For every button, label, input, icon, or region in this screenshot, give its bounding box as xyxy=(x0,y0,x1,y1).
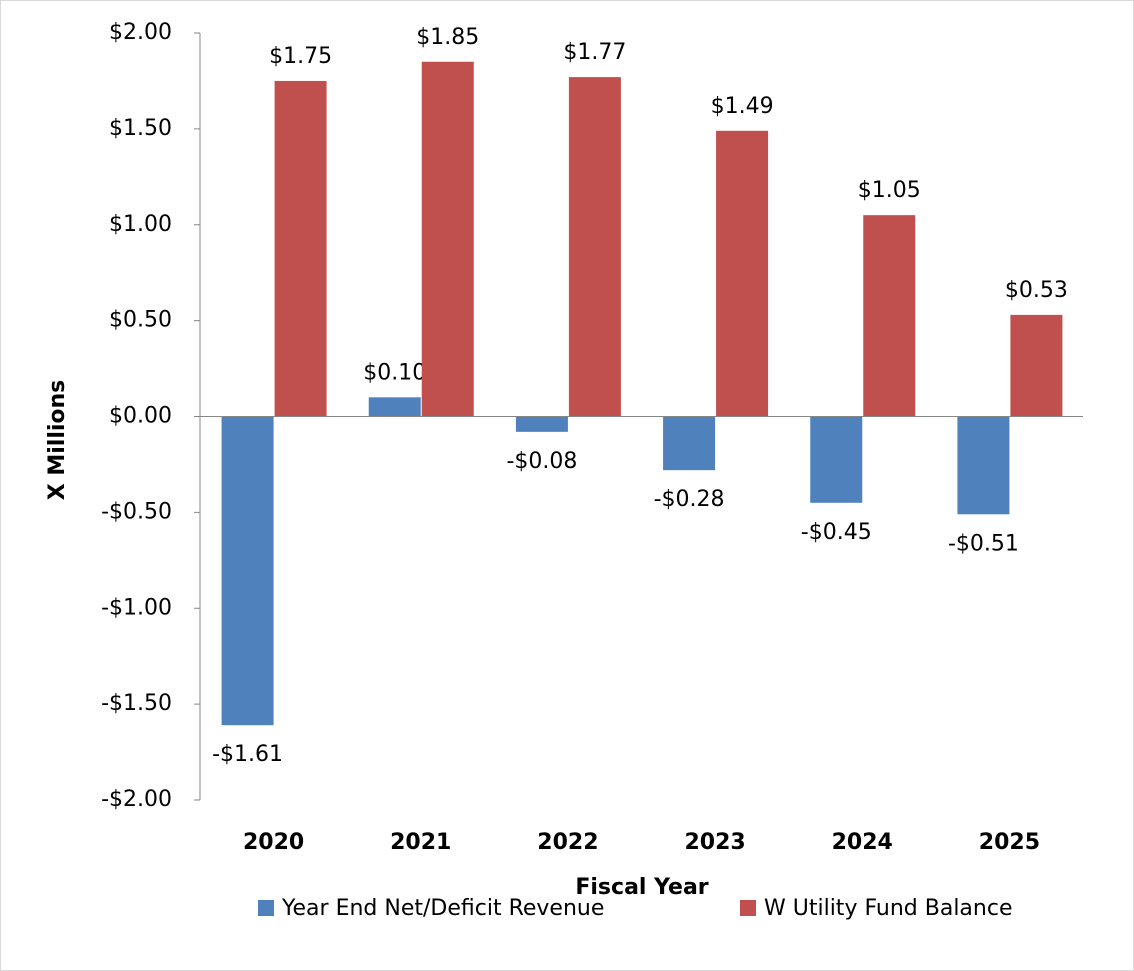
bar xyxy=(663,416,716,471)
bar xyxy=(810,416,863,503)
y-tick-label: -$0.50 xyxy=(101,499,172,524)
value-label: $0.53 xyxy=(1005,278,1068,303)
bar xyxy=(221,416,274,726)
value-label: $1.85 xyxy=(416,25,479,50)
value-label: $1.05 xyxy=(858,178,921,203)
y-tick-label: $0.00 xyxy=(109,404,172,429)
y-tick-label: $1.00 xyxy=(109,212,172,237)
bar xyxy=(716,130,769,417)
value-label: $1.49 xyxy=(711,94,774,119)
x-tick-label: 2024 xyxy=(832,830,893,855)
value-label: $1.75 xyxy=(269,44,332,69)
value-label: $1.77 xyxy=(563,40,626,65)
value-label: -$0.45 xyxy=(801,520,872,545)
y-tick-label: $0.50 xyxy=(109,308,172,333)
y-tick-label: $1.50 xyxy=(109,116,172,141)
legend-label: W Utility Fund Balance xyxy=(764,896,1013,921)
x-tick-label: 2022 xyxy=(537,830,598,855)
y-axis-title: X Millions xyxy=(45,380,70,501)
value-label: -$0.51 xyxy=(948,531,1019,556)
x-tick-label: 2021 xyxy=(390,830,451,855)
bar xyxy=(515,416,568,432)
value-label: $0.10 xyxy=(363,360,426,385)
y-tick-label: -$1.00 xyxy=(101,595,172,620)
x-tick-label: 2023 xyxy=(684,830,745,855)
bar xyxy=(421,61,474,417)
bar xyxy=(1010,314,1063,417)
bar xyxy=(368,397,421,417)
legend-swatch xyxy=(740,900,756,916)
bar xyxy=(957,416,1010,515)
y-tick-label: -$2.00 xyxy=(101,787,172,812)
x-tick-label: 2025 xyxy=(979,830,1040,855)
bar xyxy=(274,80,327,417)
x-axis-title: Fiscal Year xyxy=(575,875,708,900)
x-tick-label: 2020 xyxy=(243,830,304,855)
value-label: -$0.28 xyxy=(654,487,725,512)
legend-label: Year End Net/Deficit Revenue xyxy=(281,896,604,921)
y-tick-label: $2.00 xyxy=(109,20,172,45)
bar xyxy=(568,77,621,417)
legend-swatch xyxy=(258,900,274,916)
y-tick-label: -$1.50 xyxy=(101,691,172,716)
value-label: -$1.61 xyxy=(212,742,283,767)
bar xyxy=(863,215,916,417)
value-label: -$0.08 xyxy=(506,449,577,474)
